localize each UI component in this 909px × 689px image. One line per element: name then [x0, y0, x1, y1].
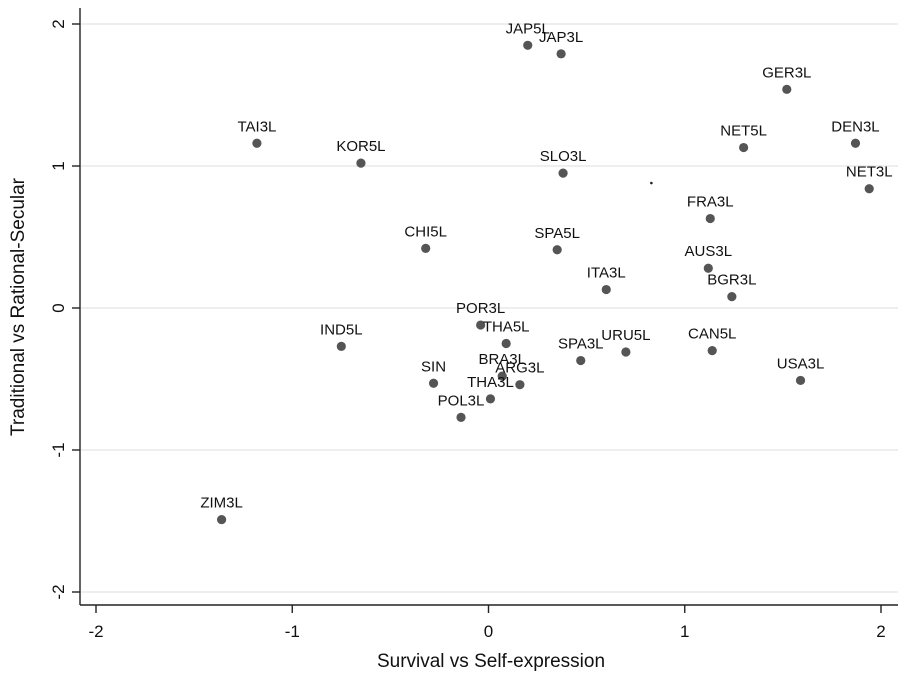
point-label: POL3L [438, 392, 485, 409]
grid-layer [81, 23, 898, 593]
data-point [864, 184, 874, 194]
point-label: ZIM3L [200, 495, 243, 512]
data-point [552, 245, 562, 255]
point-label: FRA3L [687, 194, 734, 211]
point-label: ARG3L [495, 360, 544, 377]
point-label: BRA3L [478, 351, 526, 368]
x-axis-title: Survival vs Self-expression [377, 651, 605, 672]
data-point [476, 320, 486, 330]
data-point [252, 138, 262, 148]
stray-dot [650, 181, 653, 185]
data-point [336, 341, 346, 351]
data-point [727, 292, 737, 302]
point-label: NET3L [846, 164, 893, 181]
point-layer [217, 40, 874, 525]
point-label: THA3L [467, 374, 514, 391]
point-label: URU5L [601, 327, 650, 344]
point-label: DEN3L [831, 118, 879, 135]
x-tick-label: -1 [285, 622, 300, 641]
y-tick-label: -1 [49, 442, 68, 457]
data-point [621, 347, 631, 357]
point-label: SPA5L [534, 225, 580, 242]
y-tick-label: 0 [49, 303, 68, 312]
data-point [356, 158, 366, 168]
data-point [782, 84, 792, 94]
point-label: JAP5L [506, 20, 550, 37]
point-label: USA3L [777, 355, 825, 372]
point-label: SPA3L [558, 336, 604, 353]
data-point [795, 375, 806, 386]
x-tick-label: -2 [88, 622, 103, 641]
data-point [523, 40, 533, 50]
data-point [707, 346, 717, 356]
data-point [576, 355, 586, 366]
data-point [515, 380, 525, 390]
point-label: GER3L [762, 64, 811, 81]
data-point [456, 412, 466, 422]
data-point [705, 213, 715, 224]
point-label: SLO3L [540, 148, 587, 165]
data-point [556, 49, 566, 59]
data-point [501, 338, 511, 349]
point-label: KOR5L [336, 138, 385, 155]
x-tick-label: 1 [680, 622, 689, 641]
y-tick-label: 2 [49, 19, 68, 28]
data-point [739, 142, 749, 153]
data-point [850, 138, 861, 148]
point-label: THA5L [483, 319, 530, 336]
x-tick-label: 0 [484, 622, 493, 641]
point-label: IND5L [320, 321, 363, 338]
point-label: ITA3L [587, 265, 626, 282]
y-tick-label: -2 [49, 584, 68, 599]
data-point [497, 371, 507, 381]
y-axis-title: Traditional vs Rational-Secular [8, 177, 29, 436]
point-label: AUS3L [685, 243, 733, 260]
point-label: CHI5L [404, 223, 447, 240]
data-point [421, 243, 431, 253]
point-label: JAP3L [539, 29, 583, 46]
axis-layer: -2 -1 0 1 2 -2 -1 0 1 2 [49, 8, 898, 641]
point-label: NET5L [720, 123, 767, 140]
data-point [601, 284, 611, 295]
point-label: SIN [421, 358, 446, 375]
y-tick-label: 1 [49, 161, 68, 170]
point-label: BGR3L [707, 272, 756, 289]
data-point [485, 394, 496, 404]
point-label: CAN5L [688, 326, 736, 343]
data-point [703, 263, 713, 273]
point-label: TAI3L [237, 118, 276, 135]
data-point [428, 378, 439, 388]
x-tick-label: 2 [876, 622, 885, 641]
point-label: POR3L [456, 300, 505, 317]
data-point [217, 514, 227, 525]
data-point [558, 168, 568, 178]
